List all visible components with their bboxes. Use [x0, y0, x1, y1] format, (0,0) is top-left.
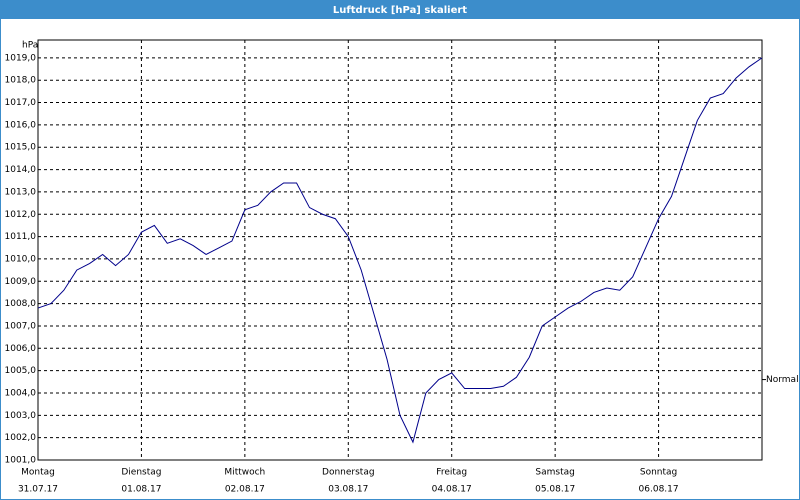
y-tick-label: 1006,0: [5, 344, 37, 354]
x-tick-date: 06.08.17: [639, 485, 679, 495]
y-tick-label: 1017,0: [5, 98, 37, 108]
pressure-line: [37, 57, 763, 444]
y-tick-label: 1001,0: [5, 456, 37, 466]
x-tick-label: Mittwoch: [224, 468, 265, 478]
title-bar: [0, 0, 800, 19]
y-tick-label: 1005,0: [5, 366, 37, 376]
y-tick-label: 1010,0: [5, 254, 37, 264]
x-tick-label: Montag: [21, 468, 55, 478]
x-tick-label: Sonntag: [640, 468, 677, 478]
x-tick-date: 31.07.17: [18, 485, 58, 495]
y-tick-label: 1004,0: [5, 388, 37, 398]
x-tick-label: Samstag: [535, 468, 574, 478]
x-tick-date: 03.08.17: [328, 485, 368, 495]
x-tick-label: Dienstag: [121, 468, 161, 478]
x-tick-date: 01.08.17: [121, 485, 161, 495]
y-tick-label: 1015,0: [5, 143, 37, 153]
y-tick-label: 1003,0: [5, 411, 37, 421]
y-tick-label: 1009,0: [5, 277, 37, 287]
x-tick-date: 02.08.17: [225, 485, 265, 495]
y-tick-label: 1007,0: [5, 321, 37, 331]
y-tick-label: 1019,0: [5, 53, 37, 63]
y-tick-label: 1002,0: [5, 433, 37, 443]
y-tick-label: 1016,0: [5, 120, 37, 130]
chart-title: Luftdruck [hPa] skaliert: [333, 5, 467, 16]
y-tick-label: 1013,0: [5, 187, 37, 197]
y-tick-label: 1014,0: [5, 165, 37, 175]
y-tick-label: 1011,0: [5, 232, 37, 242]
x-tick-label: Donnerstag: [322, 468, 375, 478]
x-tick-date: 05.08.17: [535, 485, 575, 495]
y-unit: hPa: [22, 41, 38, 51]
y-tick-label: 1008,0: [5, 299, 37, 309]
x-tick-date: 04.08.17: [432, 485, 472, 495]
x-tick-label: Freitag: [436, 468, 467, 478]
y-tick-label: 1012,0: [5, 210, 37, 220]
y-tick-label: 1018,0: [5, 76, 37, 86]
reference-label: Normal: [766, 375, 799, 385]
